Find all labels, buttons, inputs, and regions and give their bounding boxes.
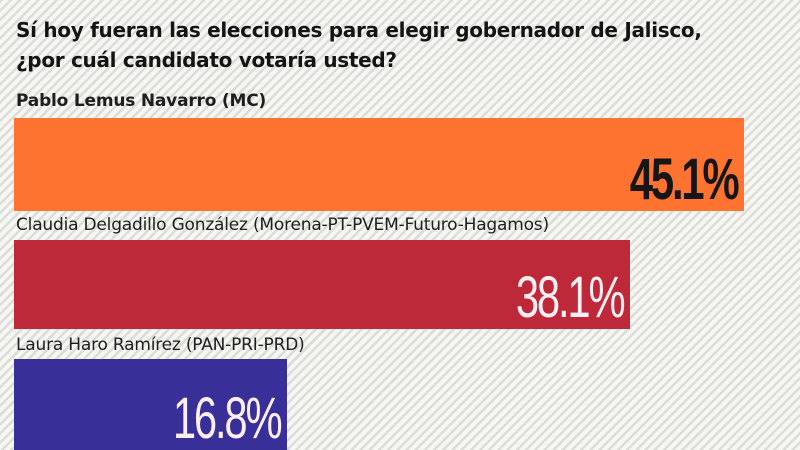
candidate-label-haro: Laura Haro Ramírez (PAN-PRI-PRD) (16, 335, 305, 355)
bar-lemus: 45.1% (14, 118, 744, 211)
bar-value-haro: 16.8% (172, 386, 282, 450)
chart-title-line-1: Sí hoy fueran las elecciones para elegir… (16, 18, 702, 42)
bar-value-lemus: 45.1% (629, 147, 739, 212)
candidate-label-lemus: Pablo Lemus Navarro (MC) (16, 91, 267, 111)
bar-value-delgadillo: 38.1% (515, 265, 625, 330)
bar-delgadillo: 38.1% (14, 240, 630, 329)
chart-title-line-2: ¿por cuál candidato votaría usted? (16, 48, 397, 72)
candidate-label-delgadillo: Claudia Delgadillo González (Morena-PT-P… (16, 215, 549, 235)
chart-title: Sí hoy fueran las elecciones para elegir… (16, 15, 796, 75)
bar-haro: 16.8% (14, 359, 287, 450)
